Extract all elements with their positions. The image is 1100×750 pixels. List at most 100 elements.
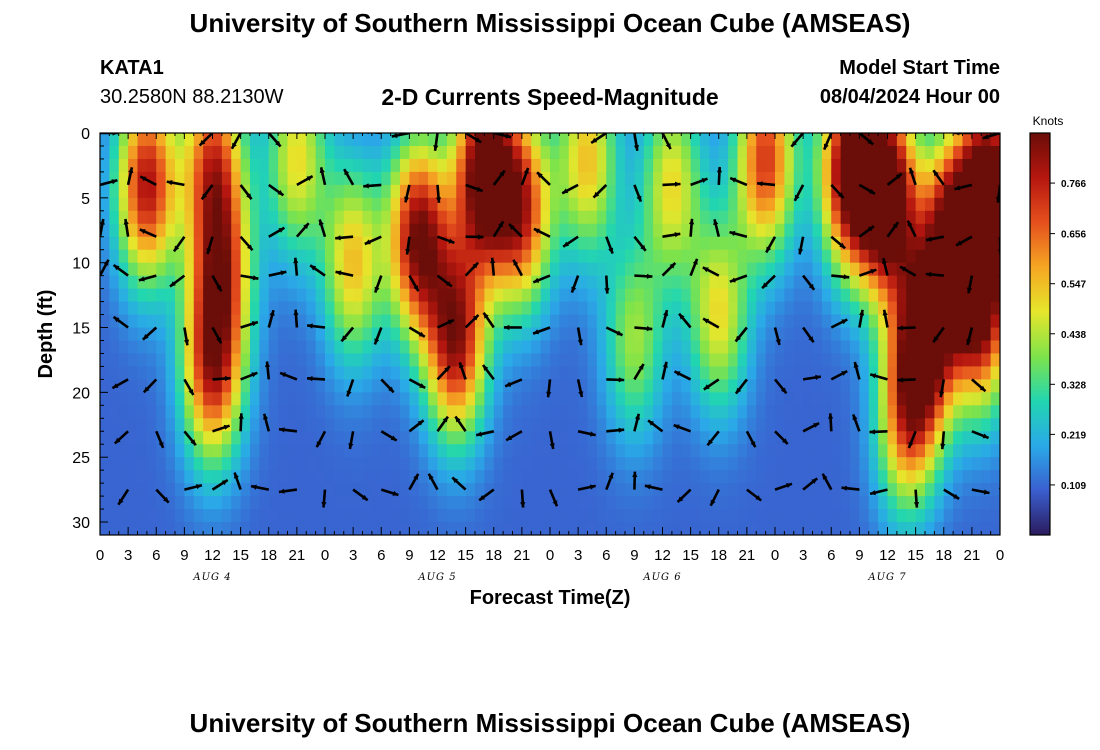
heatmap-cell (240, 496, 251, 510)
heatmap-cell (278, 262, 289, 277)
current-vector-head (869, 188, 875, 194)
heatmap-cell (334, 418, 345, 432)
heatmap-cell (456, 457, 467, 471)
heatmap-cell (221, 197, 232, 212)
heatmap-cell (212, 288, 223, 303)
heatmap-cell (362, 171, 373, 186)
heatmap-cell (784, 223, 795, 238)
heatmap-cell (943, 366, 954, 380)
heatmap-cell (259, 197, 270, 212)
heatmap-cell (156, 184, 167, 199)
heatmap-cell (925, 392, 935, 406)
heatmap-cell (259, 223, 270, 238)
heatmap-cell (840, 133, 851, 147)
heatmap-cell (559, 483, 570, 497)
heatmap-cell (362, 223, 373, 238)
heatmap-cell (306, 444, 317, 458)
heatmap-cell (146, 275, 157, 290)
heatmap-cell (278, 522, 289, 535)
heatmap-cell (334, 366, 345, 380)
heatmap-cell (700, 210, 710, 225)
heatmap-cell (681, 171, 692, 186)
heatmap-cell (390, 418, 401, 432)
heatmap-cell (803, 145, 814, 160)
heatmap-cell (559, 314, 570, 329)
heatmap-cell (737, 158, 748, 173)
heatmap-cell (746, 496, 757, 510)
heatmap-cell (625, 275, 635, 290)
heatmap-cell (887, 314, 898, 329)
heatmap-cell (718, 431, 729, 445)
heatmap-cell (643, 171, 654, 186)
heatmap-cell (250, 288, 260, 303)
heatmap-cell (128, 366, 139, 380)
current-vector-head (933, 170, 939, 177)
heatmap-cell (765, 262, 776, 277)
heatmap-cell (221, 470, 232, 484)
heatmap-cell (484, 522, 495, 535)
heatmap-cell (906, 314, 917, 329)
heatmap-cell (240, 210, 251, 225)
heatmap-cell (475, 405, 485, 419)
heatmap-cell (325, 444, 335, 458)
heatmap-cell (981, 379, 992, 393)
heatmap-cell (503, 133, 514, 147)
heatmap-cell (587, 366, 598, 380)
heatmap-cell (746, 236, 757, 251)
heatmap-cell (934, 379, 945, 393)
heatmap-cell (503, 145, 514, 160)
heatmap-cell (643, 236, 654, 251)
heatmap-cell (634, 288, 645, 303)
heatmap-cell (146, 288, 157, 303)
heatmap-cell (325, 223, 335, 238)
current-vector-head (405, 248, 411, 255)
heatmap-cell (353, 340, 364, 355)
heatmap-cell (709, 483, 720, 497)
heatmap-cell (203, 353, 214, 368)
heatmap-cell (615, 340, 626, 355)
heatmap-cell (971, 145, 982, 160)
heatmap-cell (503, 392, 514, 406)
heatmap-cell (578, 444, 589, 458)
heatmap-cell (606, 431, 617, 445)
heatmap-cell (446, 392, 457, 406)
heatmap-cell (165, 483, 176, 497)
heatmap-cell (521, 522, 532, 535)
heatmap-cell (981, 457, 992, 471)
heatmap-cell (550, 145, 560, 160)
heatmap-cell (456, 301, 467, 316)
heatmap-cell (943, 444, 954, 458)
heatmap-cell (456, 470, 467, 484)
heatmap-cell (868, 431, 879, 445)
heatmap-cell (109, 470, 120, 484)
heatmap-cell (343, 392, 354, 406)
heatmap-cell (850, 405, 860, 419)
heatmap-cell (550, 353, 560, 368)
heatmap-cell (943, 210, 954, 225)
heatmap-cell (821, 288, 832, 303)
heatmap-cell (250, 314, 260, 329)
current-vector-head (936, 117, 941, 123)
heatmap-cell (971, 509, 982, 523)
heatmap-cell (400, 145, 410, 160)
heatmap-cell (212, 262, 223, 277)
heatmap-cell (437, 522, 448, 535)
heatmap-cell (803, 353, 814, 368)
heatmap-cell (981, 275, 992, 290)
heatmap-cell (990, 133, 1000, 147)
heatmap-cell (184, 405, 195, 419)
heatmap-cell (803, 158, 814, 173)
heatmap-cell (784, 340, 795, 355)
heatmap-cell (137, 509, 148, 523)
heatmap-cell (221, 405, 232, 419)
current-vector-head (275, 140, 281, 147)
heatmap-cell (362, 314, 373, 329)
heatmap-cell (925, 133, 935, 147)
heatmap-cell (521, 262, 532, 277)
heatmap-cell (465, 496, 476, 510)
heatmap-cell (137, 145, 148, 160)
heatmap-cell (718, 301, 729, 316)
heatmap-cell (868, 249, 879, 264)
heatmap-cell (793, 340, 804, 355)
current-vector-head (982, 433, 989, 439)
